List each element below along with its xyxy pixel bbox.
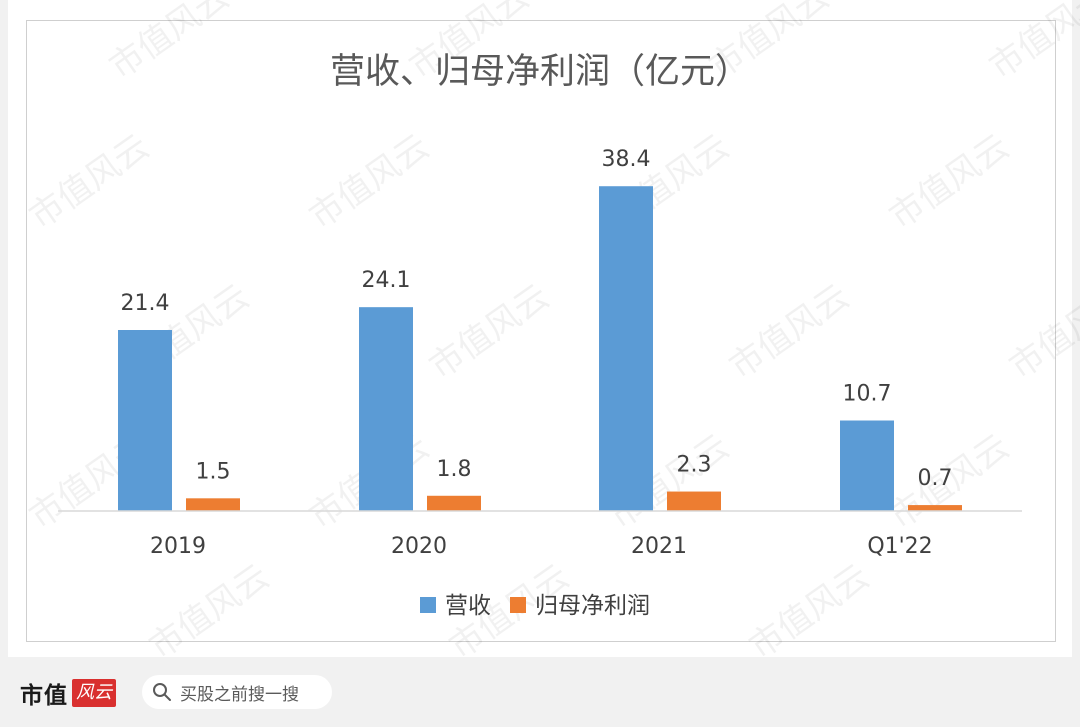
data-label: 38.4 — [602, 147, 651, 172]
bar-revenue-1 — [359, 307, 413, 511]
bar-revenue-2 — [599, 186, 653, 511]
brand-badge: 风云 — [72, 679, 116, 707]
x-tick-label: 2019 — [150, 534, 206, 559]
watermark-text: 市值风云 — [882, 127, 1016, 238]
bars-group: 21.4 24.1 38.4 10.7 1.5 1.8 2.3 0.7 — [118, 147, 962, 511]
chart-title: 营收、归母净利润（亿元） — [330, 52, 750, 92]
brand-logo: 市值 风云 — [20, 677, 116, 709]
search-placeholder: 买股之前搜一搜 — [180, 684, 299, 705]
watermark-text: 市值风云 — [742, 557, 876, 657]
watermark-text: 市值风云 — [422, 277, 556, 388]
bar-net-profit-2 — [667, 491, 721, 511]
brand-name: 市值 — [20, 682, 68, 709]
legend-swatch — [420, 597, 436, 613]
search-icon — [153, 683, 171, 701]
bar-revenue-0 — [118, 330, 172, 511]
watermark-text: 市值风云 — [22, 127, 156, 238]
data-label: 1.8 — [437, 457, 472, 482]
data-label: 2.3 — [677, 453, 712, 478]
x-tick-label: 2020 — [391, 534, 447, 559]
data-label: 10.7 — [843, 382, 892, 407]
legend-swatch — [510, 597, 526, 613]
watermark-text: 市值风云 — [722, 277, 856, 388]
category-labels: 2019 2020 2021 Q1'22 — [150, 534, 933, 559]
search-box[interactable]: 买股之前搜一搜 — [142, 675, 332, 709]
legend-label: 归母净利润 — [535, 593, 650, 619]
data-label: 0.7 — [918, 466, 953, 491]
legend: 营收 归母净利润 — [420, 593, 650, 619]
x-tick-label: 2021 — [631, 534, 687, 559]
chart-border — [26, 20, 1056, 642]
data-label: 21.4 — [121, 291, 170, 316]
watermark-text: 市值风云 — [142, 557, 276, 657]
data-label: 1.5 — [196, 459, 231, 484]
bar-net-profit-3 — [908, 505, 962, 511]
data-label: 24.1 — [362, 268, 411, 293]
watermark-text: 市值风云 — [1002, 277, 1080, 388]
chart-frame — [8, 0, 1072, 657]
x-tick-label: Q1'22 — [867, 534, 932, 559]
bar-net-profit-1 — [427, 495, 481, 511]
legend-label: 营收 — [445, 593, 491, 619]
watermark-text: 市值风云 — [102, 0, 236, 87]
footer: 市值 风云 买股之前搜一搜 — [0, 657, 1080, 727]
watermark-text: 市值风云 — [982, 0, 1080, 87]
bar-revenue-3 — [840, 420, 894, 511]
watermark-text: 市值风云 — [302, 127, 436, 238]
bar-net-profit-0 — [186, 498, 240, 511]
